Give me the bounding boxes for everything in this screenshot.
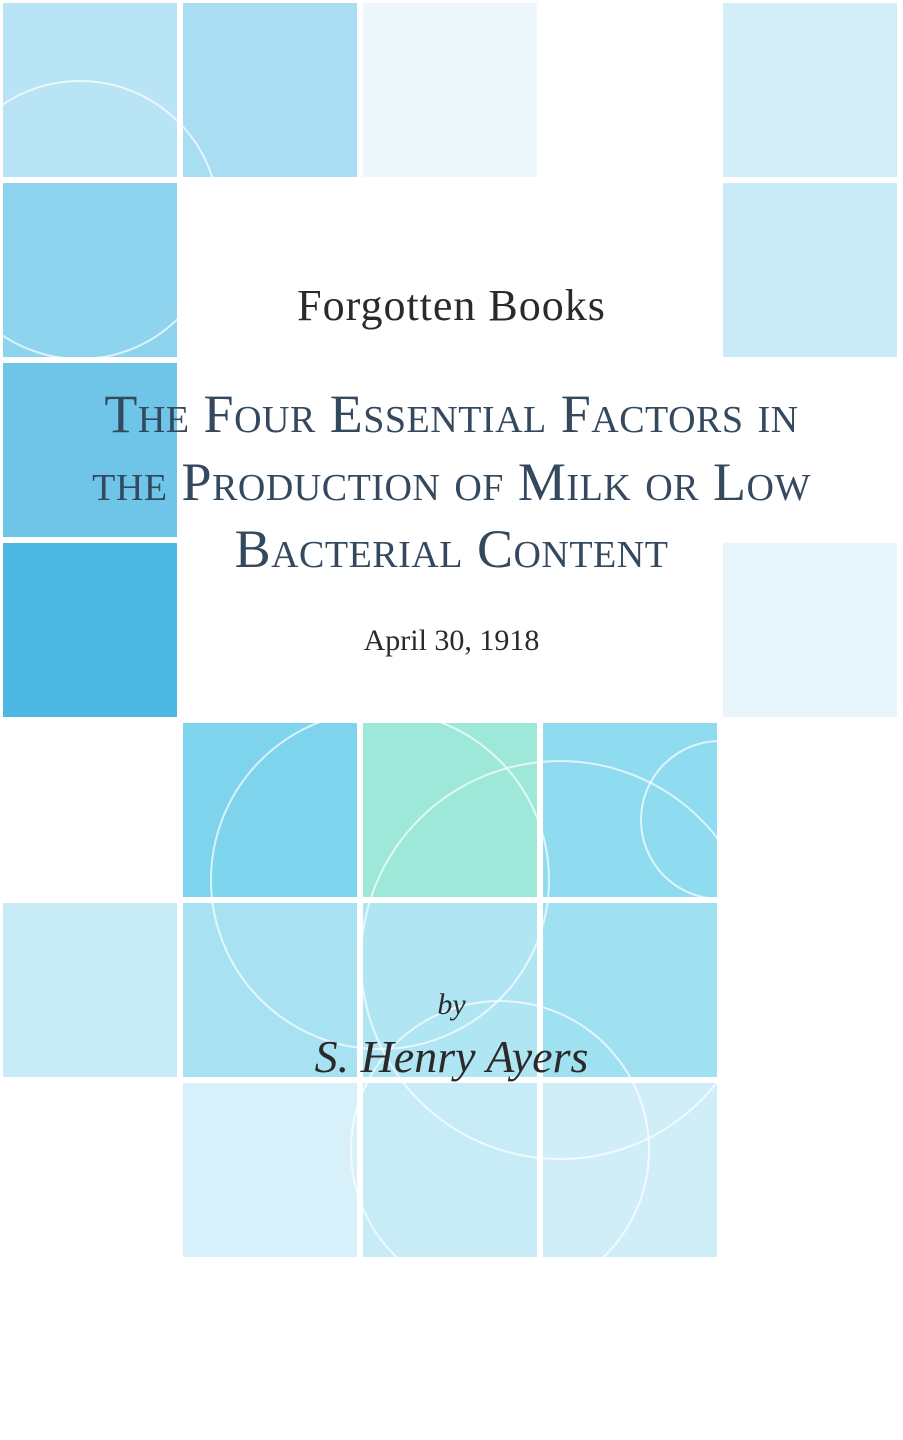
book-title: The Four Essential Factors in the Produc…: [80, 381, 823, 584]
author-name: S. Henry Ayers: [315, 1030, 589, 1083]
cover-content: Forgotten Books The Four Essential Facto…: [0, 0, 903, 1400]
by-label: by: [437, 988, 465, 1022]
publisher-name: Forgotten Books: [297, 280, 606, 331]
publication-date: April 30, 1918: [364, 624, 540, 658]
